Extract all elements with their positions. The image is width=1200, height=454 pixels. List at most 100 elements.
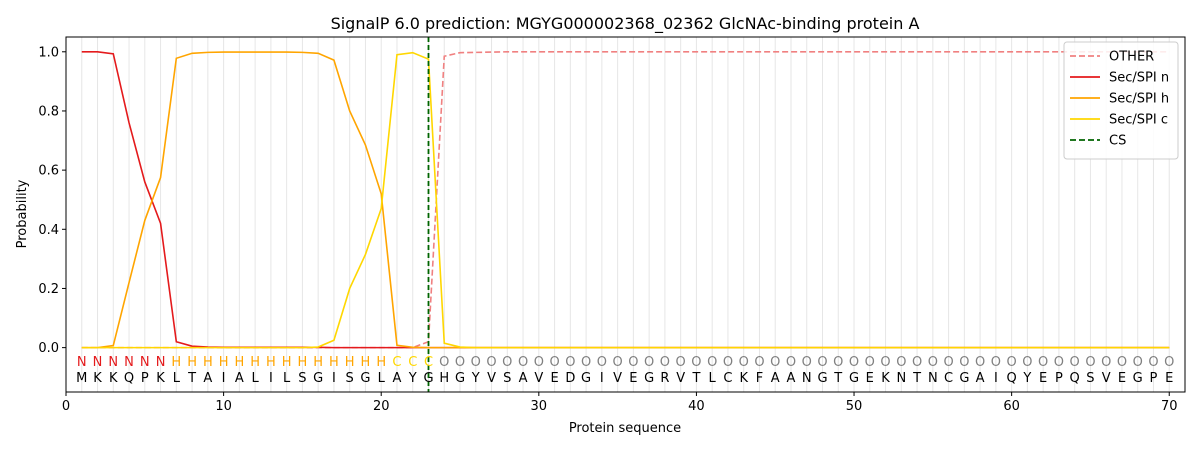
amino-acid-label: L <box>378 371 386 386</box>
y-tick-label: 0.4 <box>38 223 59 238</box>
amino-acid-label: Q <box>1007 371 1017 386</box>
amino-acid-label: G <box>849 371 859 386</box>
amino-acid-label: G <box>455 371 465 386</box>
amino-acid-label: V <box>613 371 622 386</box>
region-label: H <box>313 355 323 370</box>
amino-acid-label: K <box>156 371 165 386</box>
region-label: N <box>93 355 103 370</box>
region-label: C <box>392 355 401 370</box>
amino-acid-label: G <box>423 371 433 386</box>
amino-acid-label: I <box>600 371 604 386</box>
amino-acid-label: T <box>187 371 196 386</box>
region-label: H <box>282 355 292 370</box>
region-label: O <box>691 355 701 370</box>
amino-acid-label: S <box>298 371 306 386</box>
legend-label: Sec/SPI h <box>1109 92 1169 107</box>
amino-acid-label: Y <box>1022 371 1031 386</box>
legend-label: OTHER <box>1109 50 1154 65</box>
region-label: O <box>865 355 875 370</box>
region-label: O <box>707 355 717 370</box>
amino-acid-label: A <box>203 371 212 386</box>
region-label: O <box>502 355 512 370</box>
amino-acid-label: L <box>173 371 181 386</box>
region-label: O <box>549 355 559 370</box>
region-label: O <box>676 355 686 370</box>
residue-annotations: NMNKNKNQNPNKHLHTHAHIHAHLHIHLHSHGHIHSHGHL… <box>76 355 1174 386</box>
amino-acid-label: Q <box>1070 371 1080 386</box>
amino-acid-label: G <box>817 371 827 386</box>
region-label: N <box>140 355 150 370</box>
region-label: N <box>77 355 87 370</box>
amino-acid-label: M <box>76 371 87 386</box>
plot-frame <box>65 36 1186 393</box>
region-label: N <box>108 355 118 370</box>
amino-acid-label: Q <box>124 371 134 386</box>
amino-acid-label: K <box>93 371 102 386</box>
region-label: H <box>329 355 339 370</box>
amino-acid-label: V <box>676 371 685 386</box>
x-tick-label: 40 <box>688 399 705 414</box>
amino-acid-label: L <box>283 371 291 386</box>
region-label: H <box>266 355 276 370</box>
legend-label: Sec/SPI n <box>1109 71 1169 86</box>
region-label: O <box>770 355 780 370</box>
x-axis-label: Protein sequence <box>569 421 681 436</box>
amino-acid-label: I <box>269 371 273 386</box>
amino-acid-label: S <box>346 371 354 386</box>
region-label: H <box>219 355 229 370</box>
amino-acid-label: N <box>928 371 938 386</box>
amino-acid-label: G <box>360 371 370 386</box>
amino-acid-label: A <box>235 371 244 386</box>
region-label: O <box>1117 355 1127 370</box>
region-label: O <box>1101 355 1111 370</box>
region-label: O <box>1022 355 1032 370</box>
region-label: O <box>975 355 985 370</box>
region-label: O <box>1148 355 1158 370</box>
amino-acid-label: N <box>896 371 906 386</box>
region-label: O <box>565 355 575 370</box>
amino-acid-label: A <box>787 371 796 386</box>
amino-acid-label: E <box>1165 371 1173 386</box>
region-label: O <box>597 355 607 370</box>
amino-acid-label: V <box>487 371 496 386</box>
amino-acid-label: I <box>994 371 998 386</box>
amino-acid-label: E <box>629 371 637 386</box>
region-label: C <box>424 355 433 370</box>
region-label: O <box>486 355 496 370</box>
region-label: N <box>156 355 166 370</box>
amino-acid-label: E <box>1039 371 1047 386</box>
amino-acid-label: Y <box>408 371 417 386</box>
region-label: H <box>298 355 308 370</box>
amino-acid-label: E <box>1118 371 1126 386</box>
y-tick-label: 0.2 <box>38 282 59 297</box>
y-tick-label: 1.0 <box>38 45 59 60</box>
y-axis: 0.0 0.2 0.4 0.6 0.8 1.0 <box>38 45 66 356</box>
amino-acid-label: R <box>660 371 669 386</box>
amino-acid-label: K <box>881 371 890 386</box>
x-tick-label: 30 <box>531 399 548 414</box>
region-label: O <box>991 355 1001 370</box>
region-label: O <box>849 355 859 370</box>
region-label: O <box>786 355 796 370</box>
y-tick-label: 0.6 <box>38 164 59 179</box>
region-label: O <box>1164 355 1174 370</box>
region-label: O <box>833 355 843 370</box>
region-label: O <box>628 355 638 370</box>
amino-acid-label: A <box>771 371 780 386</box>
amino-acid-label: L <box>709 371 717 386</box>
region-label: H <box>376 355 386 370</box>
region-label: O <box>943 355 953 370</box>
chart-grid <box>81 37 1170 392</box>
amino-acid-label: T <box>833 371 842 386</box>
region-label: O <box>1085 355 1095 370</box>
amino-acid-label: Y <box>471 371 480 386</box>
amino-acid-label: D <box>565 371 575 386</box>
region-label: H <box>361 355 371 370</box>
region-label: O <box>613 355 623 370</box>
region-label: O <box>817 355 827 370</box>
amino-acid-label: A <box>393 371 402 386</box>
amino-acid-label: G <box>1133 371 1143 386</box>
region-label: O <box>723 355 733 370</box>
amino-acid-label: K <box>739 371 748 386</box>
region-label: O <box>439 355 449 370</box>
